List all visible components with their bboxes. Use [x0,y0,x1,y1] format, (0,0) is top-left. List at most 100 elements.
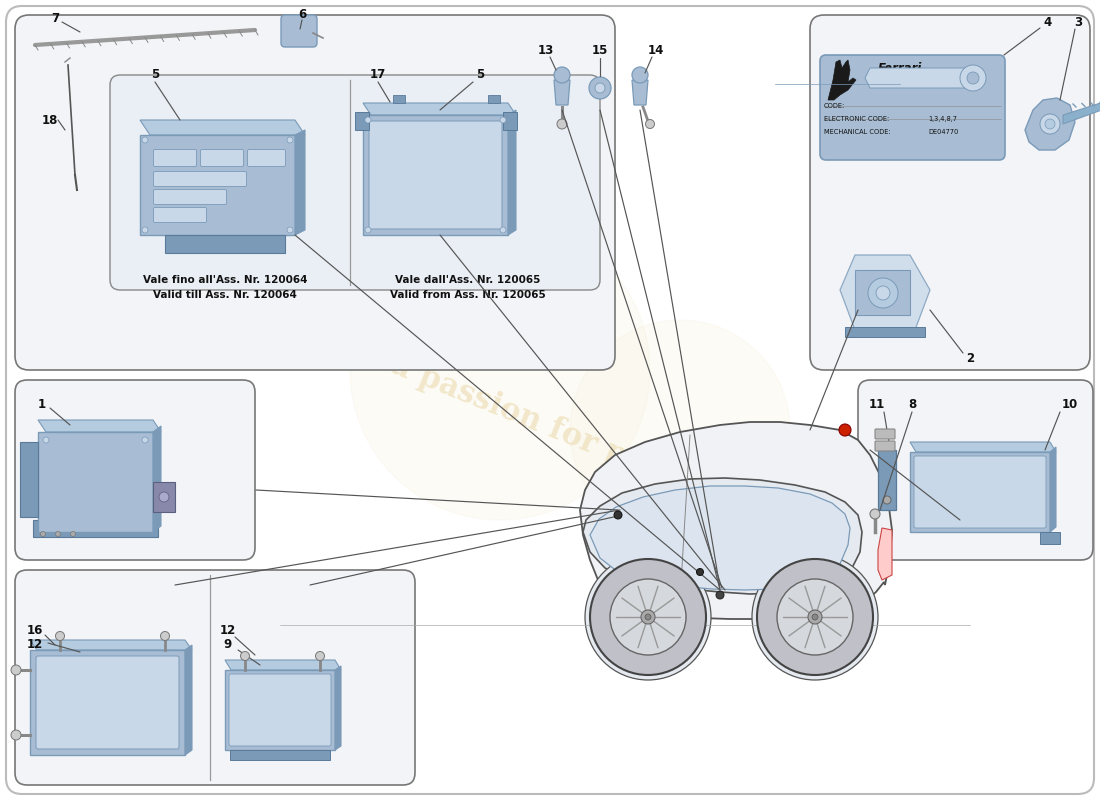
Circle shape [142,227,148,233]
Text: 14: 14 [648,43,664,57]
FancyBboxPatch shape [154,171,246,186]
Circle shape [585,554,711,680]
FancyBboxPatch shape [368,121,502,229]
Circle shape [500,117,506,123]
Text: 3: 3 [1074,15,1082,29]
Polygon shape [554,80,570,105]
Circle shape [645,614,651,620]
Text: 5: 5 [151,69,160,82]
Text: 13: 13 [538,43,554,57]
FancyBboxPatch shape [154,207,207,222]
Circle shape [500,227,506,233]
Polygon shape [1025,98,1075,150]
Circle shape [883,496,891,504]
Text: 11: 11 [869,398,886,411]
Polygon shape [185,645,192,755]
Polygon shape [33,520,158,537]
Polygon shape [363,115,508,235]
Text: CODE:: CODE: [824,103,845,109]
Text: 17: 17 [370,69,386,82]
FancyBboxPatch shape [810,15,1090,370]
Circle shape [868,278,898,308]
Circle shape [365,117,371,123]
Text: DE04770: DE04770 [928,129,958,135]
FancyBboxPatch shape [6,6,1094,794]
Circle shape [316,651,324,661]
Polygon shape [226,670,336,750]
FancyBboxPatch shape [36,656,179,749]
Circle shape [1045,119,1055,129]
Polygon shape [878,450,896,510]
Circle shape [870,509,880,519]
Polygon shape [140,135,295,235]
Circle shape [839,424,851,436]
Text: ELECTRONIC CODE:: ELECTRONIC CODE: [824,116,889,122]
Polygon shape [226,660,341,670]
Text: 4: 4 [1044,15,1052,29]
FancyBboxPatch shape [110,75,600,290]
Polygon shape [583,478,862,594]
Text: 7: 7 [51,11,59,25]
Circle shape [554,67,570,83]
Circle shape [752,554,878,680]
Polygon shape [828,60,856,100]
FancyBboxPatch shape [200,150,243,166]
Text: 2: 2 [966,351,975,365]
Polygon shape [878,528,892,580]
Circle shape [70,531,76,537]
Circle shape [632,67,648,83]
Polygon shape [632,80,648,105]
Circle shape [588,77,610,99]
Polygon shape [336,666,341,750]
Text: 10: 10 [1062,398,1078,411]
Circle shape [812,614,818,620]
Circle shape [876,286,890,300]
Polygon shape [39,432,153,532]
Polygon shape [165,235,285,253]
FancyBboxPatch shape [154,190,227,205]
FancyBboxPatch shape [15,15,615,370]
Polygon shape [865,68,980,88]
Circle shape [570,320,790,540]
Polygon shape [855,270,910,315]
Text: a passion for parts since 1985: a passion for parts since 1985 [386,350,874,570]
Circle shape [241,651,250,661]
FancyBboxPatch shape [858,380,1093,560]
Polygon shape [580,422,892,619]
Text: 15: 15 [592,43,608,57]
Text: 8: 8 [908,398,916,411]
Polygon shape [230,750,330,760]
Text: 9: 9 [224,638,232,651]
Circle shape [41,531,45,537]
Circle shape [808,610,822,624]
Circle shape [142,437,148,443]
Circle shape [595,83,605,93]
Text: 12: 12 [220,623,236,637]
Polygon shape [910,452,1050,532]
Text: Ferrari: Ferrari [878,62,922,75]
FancyBboxPatch shape [154,150,197,166]
FancyBboxPatch shape [15,380,255,560]
Circle shape [160,492,169,502]
Polygon shape [30,650,185,755]
FancyBboxPatch shape [280,15,317,47]
Text: 12: 12 [26,638,43,651]
Circle shape [614,511,622,519]
Circle shape [161,631,169,641]
Text: 16: 16 [26,623,43,637]
FancyBboxPatch shape [914,456,1046,528]
Circle shape [557,119,566,129]
FancyBboxPatch shape [229,674,331,746]
Circle shape [55,531,60,537]
Polygon shape [355,112,368,130]
Circle shape [11,665,21,675]
Circle shape [287,227,293,233]
Polygon shape [20,442,38,517]
Circle shape [365,227,371,233]
Polygon shape [508,110,516,235]
Circle shape [960,65,986,91]
Polygon shape [488,95,501,103]
Text: 18: 18 [42,114,58,126]
FancyBboxPatch shape [874,441,895,451]
Polygon shape [393,95,405,103]
